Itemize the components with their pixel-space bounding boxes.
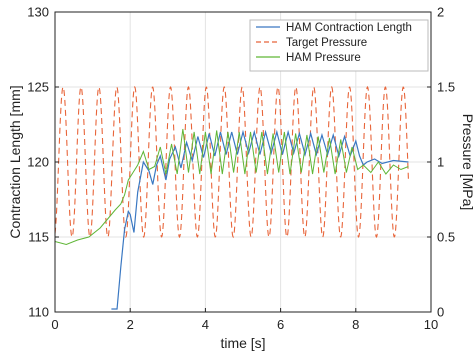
legend-label: HAM Contraction Length bbox=[286, 22, 412, 34]
legend-label: Target Pressure bbox=[286, 37, 367, 49]
y-axis-left-label: Contraction Length [mm] bbox=[7, 85, 23, 238]
ticks: 0 2 4 6 8 10 110 115 120 125 130 0 0.5 1 1.5 2 bbox=[27, 5, 455, 333]
legend-box bbox=[249, 19, 429, 72]
y-left-tick-label: 110 bbox=[28, 305, 49, 320]
y-axis-right-label: Pressure [MPa] bbox=[460, 114, 473, 210]
y-left-tick-label: 130 bbox=[27, 5, 49, 20]
x-tick-label: 6 bbox=[277, 317, 284, 332]
x-tick-label: 8 bbox=[352, 317, 359, 332]
x-tick-label: 0 bbox=[51, 317, 58, 332]
x-axis-label: time [s] bbox=[220, 335, 265, 351]
series-layer bbox=[54, 85, 409, 310]
y-left-tick-label: 120 bbox=[27, 155, 49, 170]
y-left-tick-label: 115 bbox=[28, 230, 49, 245]
x-tick-label: 2 bbox=[127, 317, 134, 332]
y-right-tick-label: 1.5 bbox=[437, 80, 455, 95]
y-left-tick-label: 125 bbox=[27, 80, 49, 95]
legend-label: HAM Pressure bbox=[286, 52, 361, 64]
x-tick-label: 10 bbox=[424, 317, 438, 332]
legend: HAM Contraction Length Target Pressure HAM… bbox=[249, 19, 429, 72]
series-ham-contraction-length bbox=[111, 129, 409, 310]
y-right-tick-label: 2 bbox=[437, 5, 444, 20]
x-tick-label: 4 bbox=[202, 317, 209, 332]
y-right-tick-label: 0 bbox=[437, 305, 444, 320]
series-ham-pressure bbox=[54, 128, 409, 246]
y-right-tick-label: 0.5 bbox=[437, 230, 455, 245]
series-target-pressure bbox=[54, 85, 409, 239]
y-right-tick-label: 1 bbox=[437, 155, 444, 170]
